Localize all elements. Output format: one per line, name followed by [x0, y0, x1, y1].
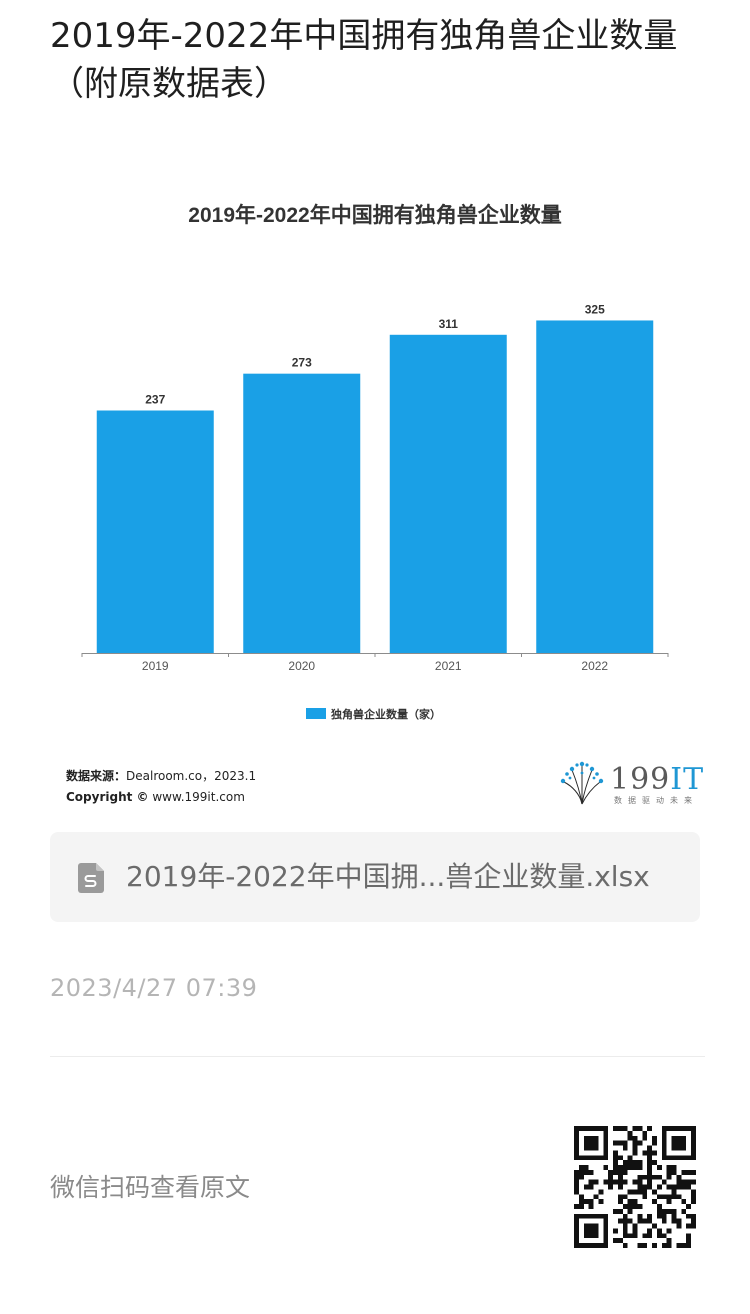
- bar-2021: [389, 334, 507, 653]
- page-title: 2019年-2022年中国拥有独角兽企业数量 （附原数据表）: [50, 12, 710, 108]
- source-text: Dealroom.co，2023.1: [126, 769, 257, 783]
- 199it-logo: 199IT 数据驱动未来: [558, 760, 708, 808]
- data-label-2022: 325: [585, 302, 605, 316]
- attachment-file-name[interactable]: 2019年-2022年中国拥...兽企业数量.xlsx: [126, 860, 650, 893]
- copyright-label: Copyright ©: [66, 790, 149, 804]
- data-source: 数据来源：Dealroom.co，2023.1 Copyright © www.…: [66, 766, 256, 808]
- logo-wordmark: 199IT: [610, 762, 704, 797]
- copyright-line: Copyright © www.199it.com: [66, 787, 256, 808]
- data-label-2019: 237: [145, 393, 165, 407]
- legend-swatch: [306, 708, 326, 719]
- logo-number: 199: [610, 762, 671, 797]
- divider: [50, 1056, 705, 1057]
- source-label: 数据来源：: [66, 769, 127, 783]
- logo-slogan: 数据驱动未来: [614, 796, 698, 805]
- page-title-line-1: 2019年-2022年中国拥有独角兽企业数量: [50, 16, 678, 56]
- bar-chart: 2019年-2022年中国拥有独角兽企业数量 237 273 311 325 2019…: [50, 180, 700, 820]
- page-title-line-2: （附原数据表）: [50, 64, 288, 104]
- bar-2019: [96, 410, 214, 653]
- logo-letters: IT: [670, 762, 705, 797]
- attachment-card[interactable]: 2019年-2022年中国拥...兽企业数量.xlsx: [50, 832, 700, 922]
- spreadsheet-file-icon: [78, 863, 104, 893]
- data-label-2021: 311: [439, 317, 459, 331]
- chart-title: 2019年-2022年中国拥有独角兽企业数量: [188, 203, 561, 227]
- x-tick-label-2022: 2022: [581, 659, 608, 673]
- bar-chart-svg: 2019年-2022年中国拥有独角兽企业数量 237 273 311 325 2019…: [81, 203, 669, 721]
- legend-label: 独角兽企业数量（家）: [330, 707, 441, 721]
- bar-2022: [536, 320, 654, 653]
- copyright-text: www.199it.com: [148, 790, 245, 804]
- data-label-2020: 273: [292, 356, 312, 370]
- dandelion-logo-icon: [560, 761, 604, 805]
- x-tick-label-2020: 2020: [288, 659, 315, 673]
- source-line: 数据来源：Dealroom.co，2023.1: [66, 766, 256, 787]
- bar-2020: [243, 373, 361, 653]
- chart-legend: 独角兽企业数量（家）: [306, 707, 441, 721]
- qr-code-icon[interactable]: [574, 1126, 696, 1248]
- scan-hint: 微信扫码查看原文: [50, 1173, 251, 1202]
- bars-layer: 237 273 311 325: [96, 302, 654, 653]
- x-axis: 2019 2020 2021 2022: [81, 653, 669, 673]
- x-tick-label-2019: 2019: [142, 659, 169, 673]
- x-tick-label-2021: 2021: [435, 659, 462, 673]
- publish-timestamp: 2023/4/27 07:39: [50, 974, 258, 1002]
